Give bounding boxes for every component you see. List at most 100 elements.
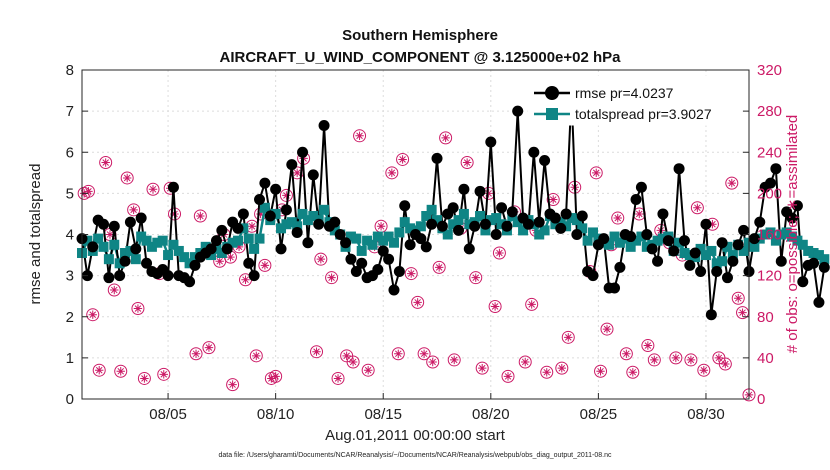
totalspread-point (130, 254, 141, 265)
rmse-point (533, 216, 545, 228)
obs-possible-marker (396, 152, 410, 166)
rmse-point (302, 237, 314, 249)
rmse-point (329, 216, 341, 228)
obs-assimilated-marker (602, 324, 612, 334)
obs-assimilated-marker (714, 353, 724, 363)
obs-possible-marker (137, 371, 151, 385)
rmse-point (695, 266, 707, 278)
obs-possible-marker (404, 267, 418, 281)
totalspread-point (512, 217, 523, 228)
rmse-point (684, 259, 696, 271)
rmse-point (318, 120, 330, 132)
obs-assimilated-marker (116, 367, 125, 376)
totalspread-point (485, 215, 496, 226)
obs-possible-marker (540, 365, 554, 379)
rmse-point (754, 216, 766, 228)
totalspread-point (684, 250, 695, 261)
legend-rmse-marker (545, 86, 559, 100)
rmse-point (114, 270, 126, 282)
rmse-point (673, 163, 685, 175)
rmse-point (668, 245, 680, 257)
totalspread-point (383, 231, 394, 242)
rmse-point (496, 202, 508, 214)
obs-possible-marker (669, 351, 683, 365)
obs-assimilated-marker (419, 349, 429, 358)
rmse-point (512, 105, 524, 117)
obs-possible-marker (258, 258, 272, 272)
rmse-point (108, 220, 120, 232)
rmse-point (130, 243, 142, 255)
rmse-point (426, 218, 438, 230)
obs-possible-marker (391, 347, 405, 361)
rmse-point (549, 212, 561, 224)
legend-rmse-label: rmse pr=4.0237 (575, 85, 674, 101)
rmse-point (124, 216, 136, 228)
rmse-point (635, 181, 647, 193)
rmse-point (797, 276, 809, 288)
obs-assimilated-marker (105, 230, 115, 239)
rmse-point (162, 270, 174, 282)
rmse-point (232, 222, 244, 234)
obs-assimilated-marker (521, 357, 530, 367)
totalspread-point (760, 229, 771, 240)
data-file-footnote: data file: /Users/gharamti/Documents/NCA… (218, 452, 612, 459)
obs-assimilated-marker (327, 273, 336, 282)
obs-assimilated-marker (260, 261, 270, 270)
rmse-point (539, 154, 551, 166)
y-tick-label: 4 (66, 227, 74, 244)
obs-assimilated-marker (478, 363, 487, 373)
obs-possible-marker (426, 355, 440, 369)
obs-possible-marker (469, 271, 483, 285)
obs-assimilated-marker (635, 209, 644, 219)
totalspread-point (534, 229, 545, 240)
obs-possible-marker (475, 361, 489, 375)
totalspread-point (426, 204, 437, 215)
rmse-point (291, 226, 303, 238)
totalspread-point (776, 229, 787, 240)
rmse-point (501, 220, 513, 232)
obs-possible-marker (331, 371, 345, 385)
obs-possible-marker (127, 203, 141, 217)
obs-possible-marker (594, 364, 608, 378)
rmse-point (625, 231, 637, 243)
rmse-point (436, 220, 448, 232)
totalspread-point (259, 202, 270, 213)
rmse-point (254, 194, 266, 206)
y2-tick-label: 80 (757, 309, 774, 326)
y-tick-label: 5 (66, 185, 74, 202)
obs-possible-marker (193, 209, 207, 223)
x-tick-label: 08/20 (472, 406, 510, 423)
y-tick-label: 2 (66, 309, 74, 326)
obs-possible-marker (249, 349, 263, 363)
legend-spread-marker (546, 108, 558, 120)
rmse-point (775, 255, 787, 267)
obs-possible-marker (611, 211, 625, 225)
obs-possible-marker (626, 365, 640, 379)
rmse-point (205, 243, 217, 255)
obs-possible-marker (684, 353, 698, 367)
rmse-point (813, 296, 825, 308)
rmse-point (479, 218, 491, 230)
obs-possible-marker (411, 295, 425, 309)
obs-assimilated-marker (727, 178, 736, 188)
totalspread-point (700, 250, 711, 261)
obs-assimilated-marker (333, 374, 343, 383)
obs-assimilated-marker (348, 357, 358, 367)
rmse-point (765, 177, 777, 189)
rmse-point (393, 266, 405, 278)
data-marks (76, 89, 830, 402)
obs-assimilated-marker (256, 209, 265, 219)
y2-tick-label: 320 (757, 62, 782, 79)
totalspread-point (657, 233, 668, 244)
rmse-point (705, 309, 717, 321)
totalspread-point (232, 235, 243, 246)
rmse-point (770, 163, 782, 175)
rmse-point (216, 224, 228, 236)
obs-assimilated-marker (122, 173, 132, 183)
obs-assimilated-marker (247, 222, 257, 231)
totalspread-point (399, 217, 410, 228)
totalspread-point (276, 223, 287, 234)
rmse-point (560, 208, 572, 220)
obs-assimilated-marker (484, 189, 493, 198)
rmse-point (738, 224, 750, 236)
